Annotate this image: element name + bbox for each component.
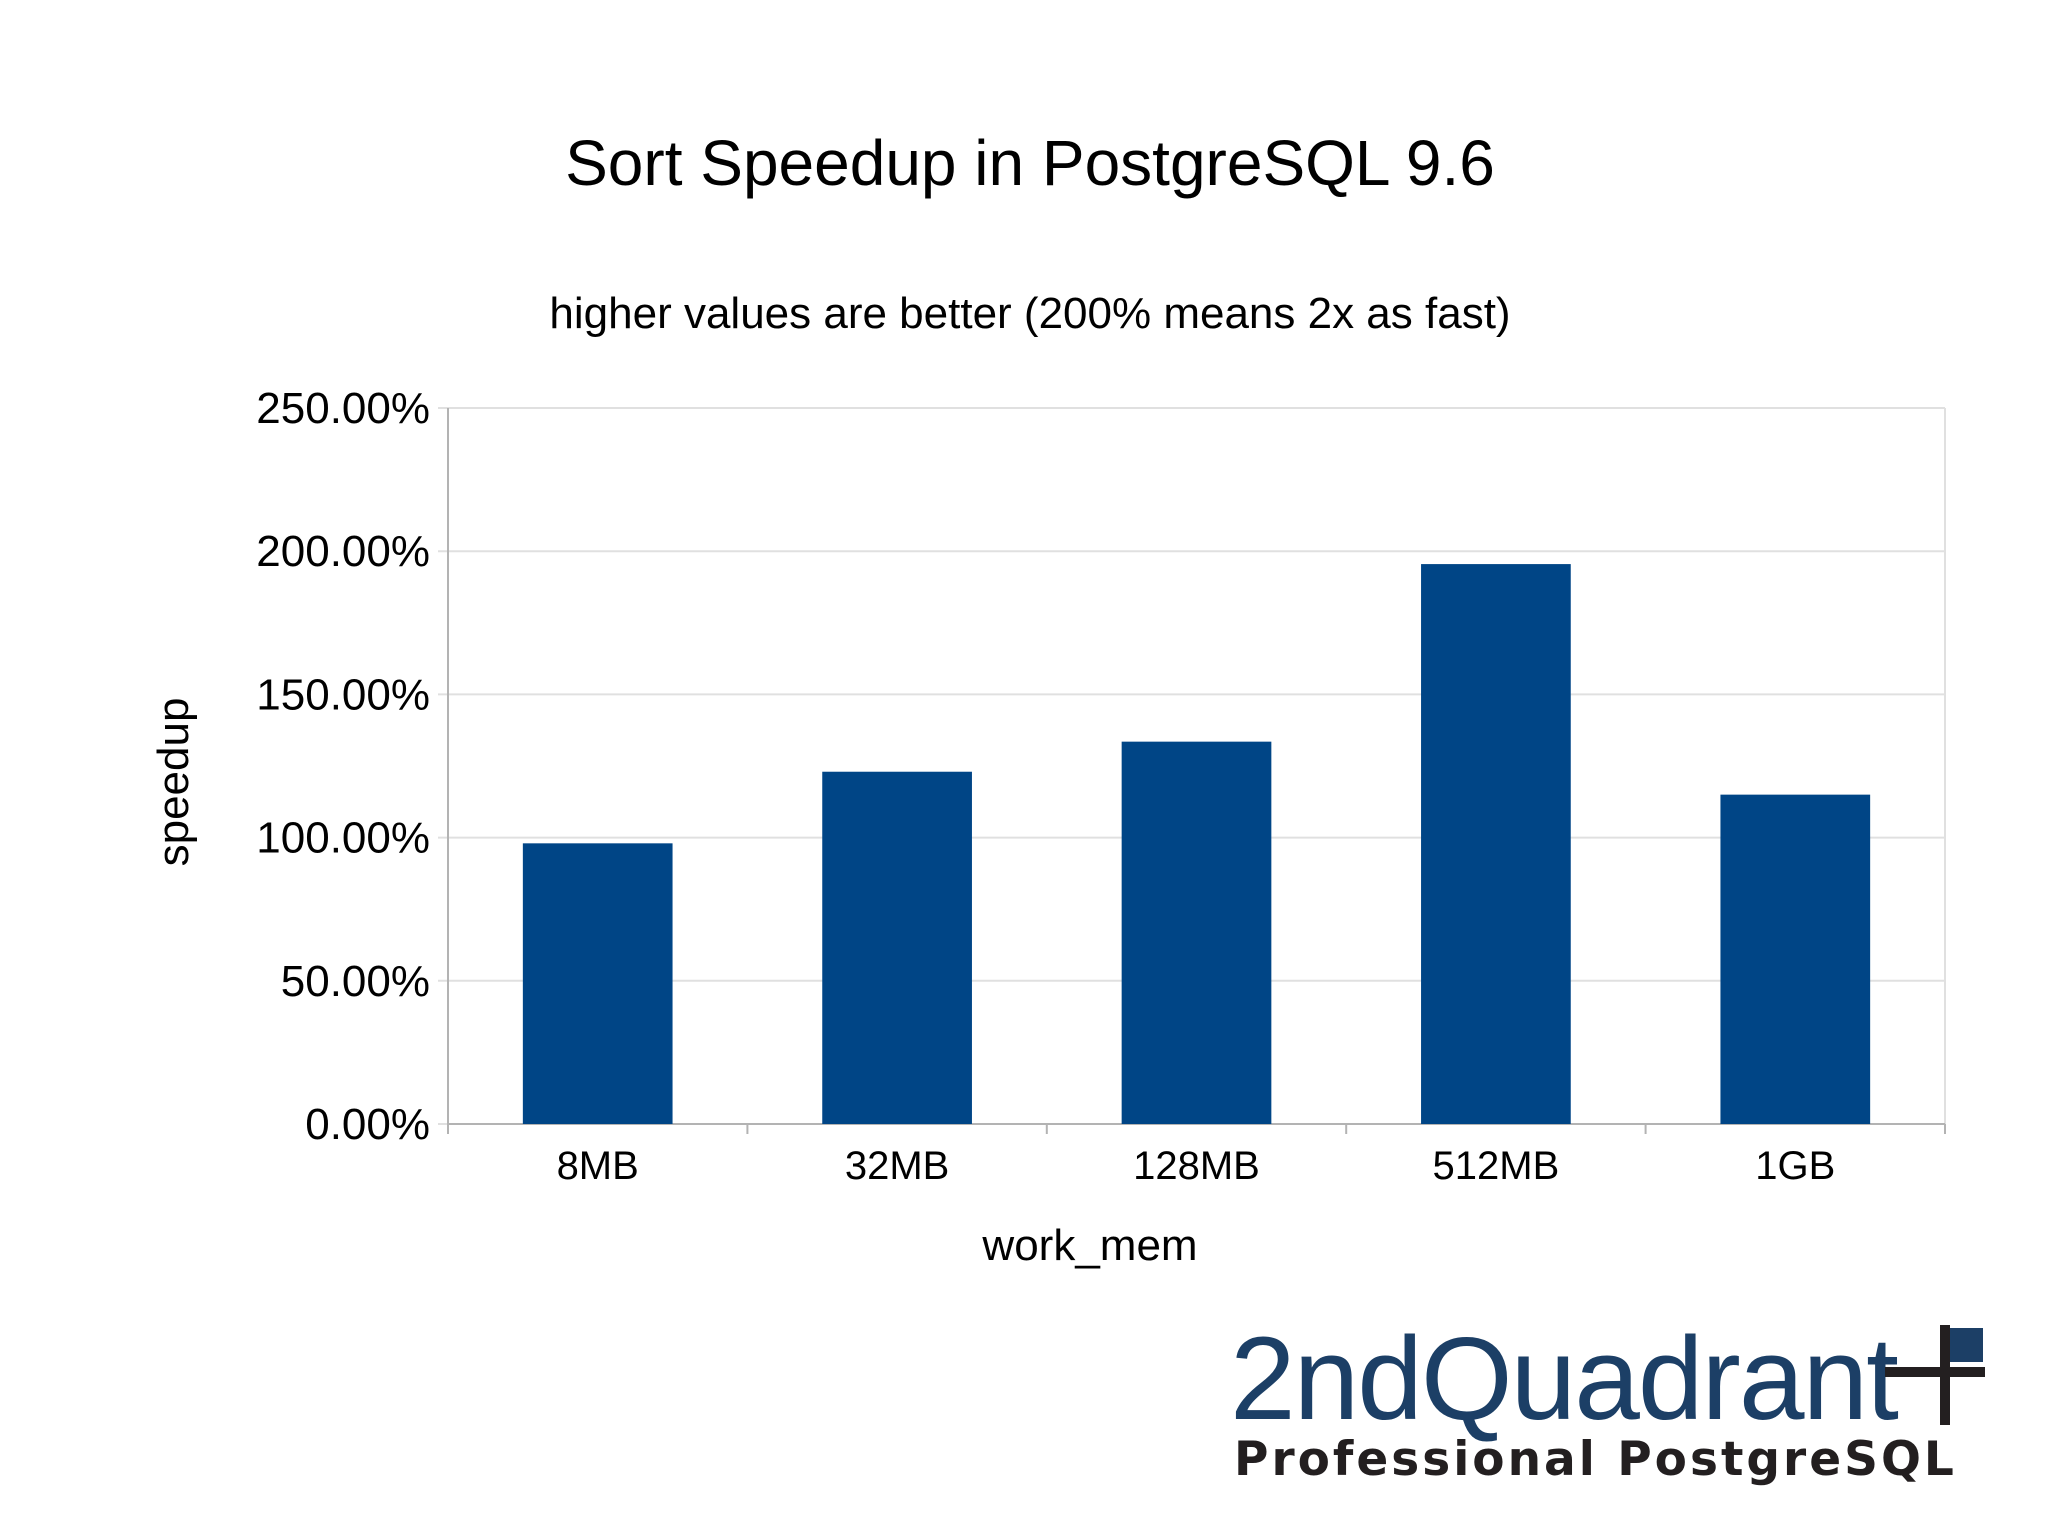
bar-512MB bbox=[1421, 564, 1571, 1124]
y-tick-label: 0.00% bbox=[305, 1100, 430, 1149]
y-tick-label: 250.00% bbox=[256, 384, 430, 433]
x-tick-label: 1GB bbox=[1755, 1144, 1835, 1188]
bars bbox=[522, 564, 1871, 1124]
x-axis-ticks: 8MB 32MB 128MB 512MB 1GB bbox=[447, 1124, 1946, 1188]
y-axis-ticks: 0.00% 50.00% 100.00% 150.00% 200.00% 250.00% bbox=[256, 384, 430, 1149]
logo-tagline: Professional PostgreSQL bbox=[1234, 1432, 1957, 1487]
x-tick-label: 8MB bbox=[557, 1144, 639, 1188]
y-tick-label: 100.00% bbox=[256, 814, 430, 863]
chart-title: Sort Speedup in PostgreSQL 9.6 bbox=[565, 127, 1495, 199]
bar-8MB bbox=[522, 843, 673, 1124]
bar-32MB bbox=[822, 771, 972, 1124]
chart-subtitle: higher values are better (200% means 2x … bbox=[549, 289, 1510, 338]
company-logo: 2ndQuadrant Professional PostgreSQL bbox=[1230, 1320, 1990, 1490]
bar-1GB bbox=[1720, 794, 1871, 1124]
x-axis-label: work_mem bbox=[981, 1221, 1197, 1270]
x-tick-label: 128MB bbox=[1133, 1144, 1260, 1188]
y-tick-label: 150.00% bbox=[256, 670, 430, 719]
y-tick-label: 200.00% bbox=[256, 527, 430, 576]
logo-name: 2ndQuadrant bbox=[1230, 1313, 1899, 1445]
x-tick-label: 32MB bbox=[845, 1144, 950, 1188]
y-axis-label: speedup bbox=[149, 698, 198, 867]
y-tick-label: 50.00% bbox=[281, 957, 430, 1006]
x-tick-label: 512MB bbox=[1433, 1144, 1560, 1188]
bar-128MB bbox=[1121, 741, 1272, 1124]
quadrant-cross-icon bbox=[1885, 1325, 1985, 1425]
bar-chart: Sort Speedup in PostgreSQL 9.6 higher va… bbox=[149, 127, 1946, 1270]
